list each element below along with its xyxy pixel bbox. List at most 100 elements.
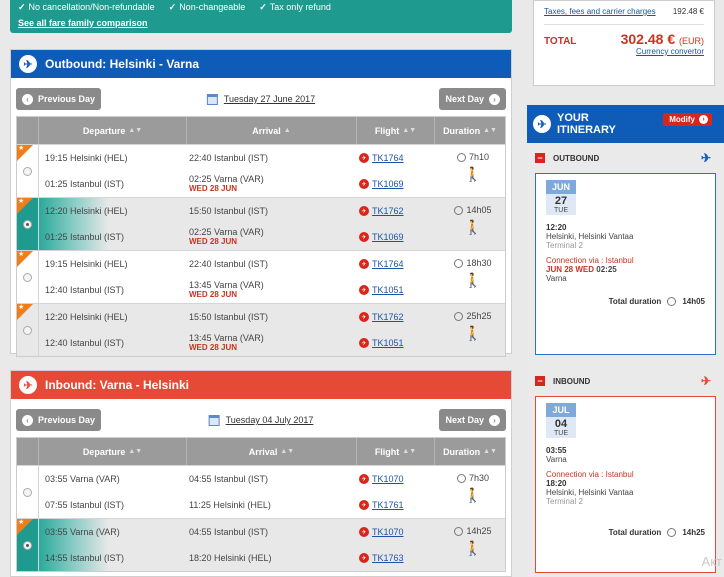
plane-landing-icon: ✈ [19, 376, 37, 394]
calendar-icon [206, 93, 218, 105]
clock-icon [454, 526, 464, 536]
connection-walk-icon: 🚶 [464, 487, 482, 503]
check-icon: ✓ [259, 2, 267, 12]
sort-duration-header[interactable]: Duration ▲▼ [443, 125, 497, 136]
flight-option-row[interactable]: ★ 03:55 Varna (VAR) 04:55 Istanbul (IST) ✈… [17, 518, 505, 571]
flight-number-link[interactable]: TK1762 [372, 206, 404, 216]
fare-feature: ✓ No cancellation/Non-refundable [18, 2, 155, 12]
activation-watermark: Акт [701, 554, 722, 569]
flight-number-link[interactable]: TK1070 [372, 474, 404, 484]
clock-icon [454, 258, 464, 268]
sort-flight-header[interactable]: Flight ▲▼ [357, 117, 435, 144]
currency-converter-link[interactable]: Currency convertor [635, 47, 704, 56]
flight-option-radio[interactable] [23, 273, 32, 282]
inbound-header: ✈ Inbound: Varna - Helsinki [11, 371, 511, 399]
itinerary-outbound-bar[interactable]: − OUTBOUND ✈ [527, 143, 724, 173]
outbound-title: Outbound: Helsinki - Varna [45, 57, 200, 71]
date-badge: JUL 04 TUE [546, 403, 576, 438]
inbound-date-link[interactable]: Tuesday 04 July 2017 [208, 414, 313, 426]
star-badge-icon [17, 198, 33, 214]
flight-number-link[interactable]: TK1069 [372, 232, 404, 242]
clock-icon [667, 297, 677, 306]
outbound-header: ✈ Outbound: Helsinki - Varna [11, 50, 511, 78]
turkish-airlines-logo-icon: ✈ [359, 153, 369, 163]
flight-option-radio[interactable] [23, 488, 32, 497]
flight-option-radio[interactable] [23, 541, 32, 550]
clock-icon [454, 205, 464, 215]
inbound-previous-day-button[interactable]: ‹ Previous Day [16, 409, 102, 431]
flight-number-link[interactable]: TK1764 [372, 259, 404, 269]
flight-option-radio[interactable] [23, 220, 32, 229]
turkish-airlines-logo-icon: ✈ [359, 259, 369, 269]
sort-departure-header[interactable]: Departure ▲▼ [39, 117, 187, 144]
plane-globe-icon: ✈ [533, 115, 551, 133]
outbound-date-link[interactable]: Tuesday 27 June 2017 [206, 93, 315, 105]
date-badge: JUN 27 TUE [546, 180, 576, 215]
taxes-fees-link[interactable]: Taxes, fees and carrier charges [544, 7, 656, 16]
collapse-icon: − [535, 376, 545, 386]
sort-icon: ▲▼ [402, 127, 417, 134]
modify-button[interactable]: Modify › [663, 113, 712, 126]
sort-icon: ▲▼ [128, 448, 143, 455]
connection-walk-icon: 🚶 [464, 219, 482, 235]
sort-icon: ▲▼ [483, 127, 497, 134]
plane-takeoff-icon: ✈ [700, 151, 712, 165]
flight-option-row[interactable]: 03:55 Varna (VAR) 04:55 Istanbul (IST) ✈ TK… [17, 465, 505, 518]
itinerary-header: ✈ YOUR ITINERARY Modify › [527, 105, 724, 143]
chevron-right-icon: › [489, 93, 500, 105]
flight-number-link[interactable]: TK1761 [372, 500, 404, 510]
outbound-previous-day-button[interactable]: ‹ Previous Day [16, 88, 102, 110]
flight-number-link[interactable]: TK1070 [372, 527, 404, 537]
itinerary-inbound-card: JUL 04 TUE 03:55 Varna Connection via : … [535, 396, 716, 573]
chevron-right-icon: › [489, 414, 500, 426]
turkish-airlines-logo-icon: ✈ [359, 285, 369, 295]
inbound-next-day-button[interactable]: Next Day › [439, 409, 506, 431]
flight-option-row[interactable]: ★ 12:20 Helsinki (HEL) 15:50 Istanbul (IS… [17, 303, 505, 356]
itinerary-inbound-bar[interactable]: − INBOUND ✈ [527, 366, 724, 396]
check-icon: ✓ [168, 2, 177, 12]
chevron-left-icon: ‹ [22, 93, 33, 105]
turkish-airlines-logo-icon: ✈ [359, 474, 369, 484]
sort-arrival-header[interactable]: Arrival ▲ [187, 117, 357, 144]
taxes-value: 192.48 € [672, 7, 704, 16]
outbound-flight-table: Departure ▲▼ Arrival ▲ Flight ▲▼ Duration ▲▼… [16, 116, 506, 357]
sort-icon: ▲▼ [402, 448, 417, 455]
turkish-airlines-logo-icon: ✈ [359, 500, 369, 510]
flight-option-radio[interactable] [23, 167, 32, 176]
sort-departure-header[interactable]: Departure ▲▼ [39, 438, 187, 465]
turkish-airlines-logo-icon: ✈ [359, 206, 369, 216]
flight-number-link[interactable]: TK1051 [372, 338, 404, 348]
price-summary: Taxes, fees and carrier charges 192.48 €… [533, 0, 715, 86]
flight-number-link[interactable]: TK1763 [372, 553, 404, 563]
connection-walk-icon: 🚶 [464, 272, 482, 288]
flight-option-row[interactable]: ★ 19:15 Helsinki (HEL) 22:40 Istanbul (IS… [17, 144, 505, 197]
star-badge-icon [17, 519, 33, 535]
star-badge-icon [17, 304, 33, 320]
flight-option-radio[interactable] [23, 326, 32, 335]
outbound-next-day-button[interactable]: Next Day › [439, 88, 506, 110]
fare-feature: ✓ Non-changeable [168, 2, 246, 12]
plane-landing-icon: ✈ [700, 374, 712, 388]
turkish-airlines-logo-icon: ✈ [359, 232, 369, 242]
flight-option-row[interactable]: ★ 19:15 Helsinki (HEL) 22:40 Istanbul (IS… [17, 250, 505, 303]
outbound-section: ✈ Outbound: Helsinki - Varna ‹ Previous … [10, 49, 512, 357]
fare-comparison-link[interactable]: See all fare family comparison [18, 18, 148, 28]
sort-arrival-header[interactable]: Arrival ▲▼ [187, 438, 357, 465]
plane-takeoff-icon: ✈ [19, 55, 37, 73]
flight-number-link[interactable]: TK1764 [372, 153, 404, 163]
inbound-flight-table: Departure ▲▼ Arrival ▲▼ Flight ▲▼ Duration ▲… [16, 437, 506, 572]
turkish-airlines-logo-icon: ✈ [359, 553, 369, 563]
flight-number-link[interactable]: TK1051 [372, 285, 404, 295]
sort-flight-header[interactable]: Flight ▲▼ [357, 438, 435, 465]
collapse-icon: − [535, 153, 545, 163]
flight-option-row[interactable]: ★ 12:20 Helsinki (HEL) 15:50 Istanbul (IS… [17, 197, 505, 250]
connection-walk-icon: 🚶 [464, 540, 482, 556]
flight-number-link[interactable]: TK1069 [372, 179, 404, 189]
sort-icon: ▲▼ [280, 448, 295, 455]
turkish-airlines-logo-icon: ✈ [359, 179, 369, 189]
chevron-left-icon: ‹ [22, 414, 33, 426]
clock-icon [456, 473, 466, 483]
flight-number-link[interactable]: TK1762 [372, 312, 404, 322]
calendar-icon [208, 414, 220, 426]
sort-duration-header[interactable]: Duration ▲▼ [443, 446, 497, 457]
